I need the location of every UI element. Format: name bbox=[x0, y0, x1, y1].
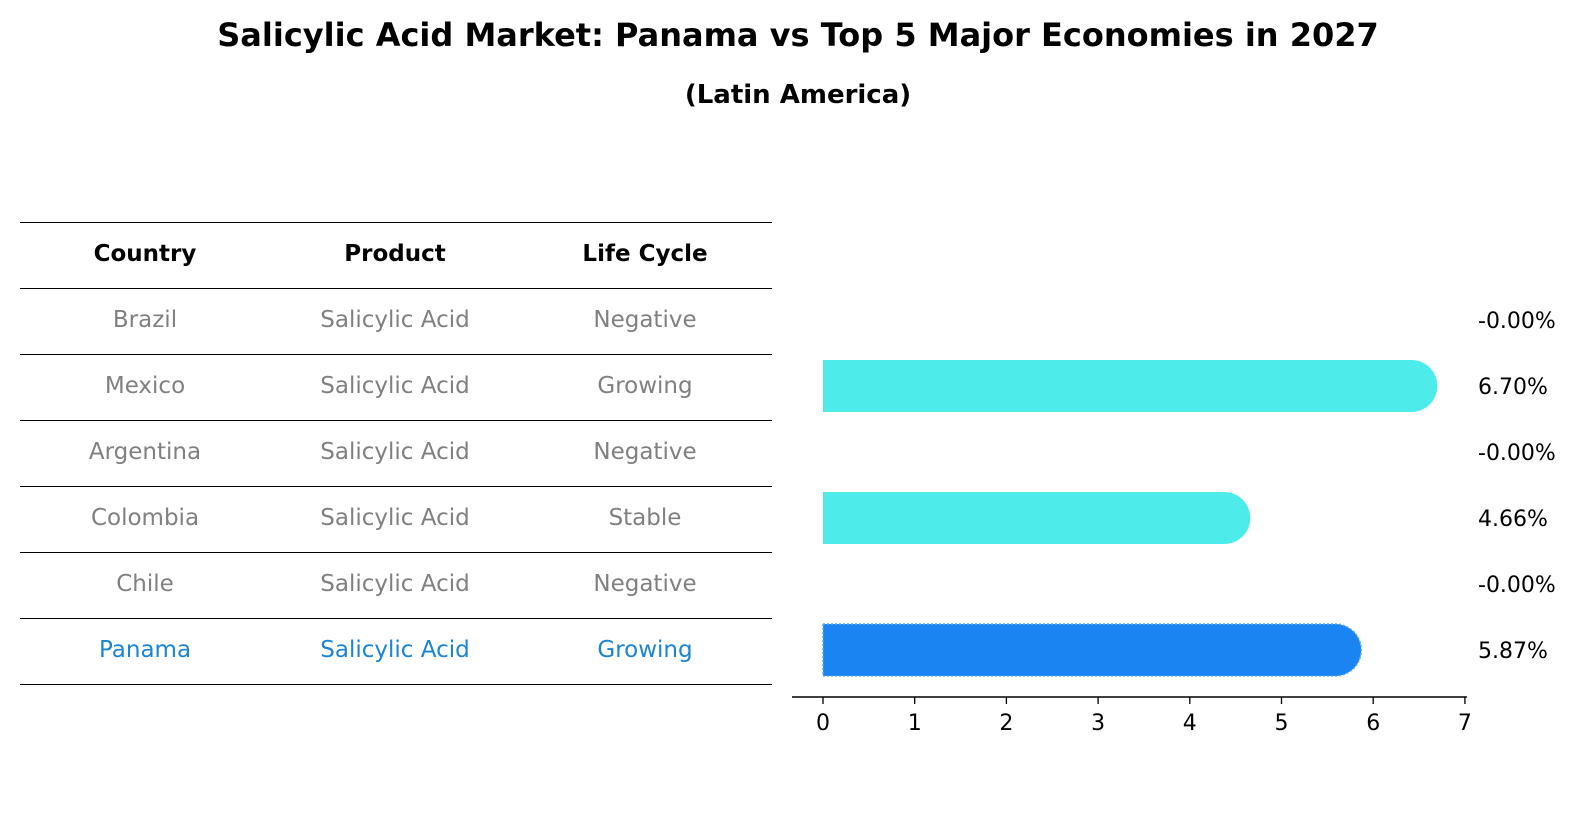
table-rule bbox=[20, 288, 772, 289]
table-rule bbox=[20, 552, 772, 553]
x-tick-label: 0 bbox=[816, 711, 830, 736]
header-country: Country bbox=[93, 241, 197, 267]
cell-product-highlight: Salicylic Acid bbox=[320, 637, 470, 663]
x-tick-label: 2 bbox=[999, 711, 1013, 736]
table-rule bbox=[20, 486, 772, 487]
table-rule bbox=[20, 354, 772, 355]
x-tick-label: 4 bbox=[1183, 711, 1197, 736]
cell-product: Salicylic Acid bbox=[320, 439, 470, 465]
bar bbox=[823, 492, 1251, 544]
data-label: 4.66% bbox=[1478, 507, 1548, 532]
x-tick-label: 6 bbox=[1366, 711, 1380, 736]
cell-country: Colombia bbox=[90, 505, 200, 531]
cell-life-cycle: Growing bbox=[597, 373, 693, 399]
cell-life-cycle: Stable bbox=[608, 505, 682, 531]
chart-subtitle: (Latin America) bbox=[684, 80, 912, 110]
x-tick-label: 1 bbox=[908, 711, 922, 736]
cell-life-cycle: Negative bbox=[593, 439, 697, 465]
x-tick-label: 7 bbox=[1458, 711, 1472, 736]
cell-country-highlight: Panama bbox=[98, 637, 192, 663]
bar bbox=[823, 360, 1438, 412]
data-label: -0.00% bbox=[1478, 441, 1556, 466]
header-life-cycle: Life Cycle bbox=[582, 241, 708, 267]
data-label: -0.00% bbox=[1478, 309, 1556, 334]
cell-product: Salicylic Acid bbox=[320, 307, 470, 333]
x-tick-label: 3 bbox=[1091, 711, 1105, 736]
cell-product: Salicylic Acid bbox=[320, 571, 470, 597]
header-product: Product bbox=[344, 241, 446, 267]
cell-country: Brazil bbox=[112, 307, 178, 333]
table-rule bbox=[20, 222, 772, 223]
table-rule bbox=[20, 684, 772, 685]
cell-product: Salicylic Acid bbox=[320, 505, 470, 531]
cell-country: Chile bbox=[116, 571, 174, 597]
cell-country: Argentina bbox=[88, 439, 202, 465]
cell-country: Mexico bbox=[104, 373, 186, 399]
cell-life-cycle-highlight: Growing bbox=[597, 637, 693, 663]
x-tick-label: 5 bbox=[1275, 711, 1289, 736]
cell-life-cycle: Negative bbox=[593, 571, 697, 597]
data-label: 6.70% bbox=[1478, 375, 1548, 400]
data-label: 5.87% bbox=[1478, 639, 1548, 664]
cell-life-cycle: Negative bbox=[593, 307, 697, 333]
cell-product: Salicylic Acid bbox=[320, 373, 470, 399]
bar-highlight bbox=[822, 623, 1363, 677]
chart-title: Salicylic Acid Market: Panama vs Top 5 M… bbox=[217, 16, 1379, 54]
table-rule bbox=[20, 420, 772, 421]
table-rule bbox=[20, 618, 772, 619]
data-label: -0.00% bbox=[1478, 573, 1556, 598]
